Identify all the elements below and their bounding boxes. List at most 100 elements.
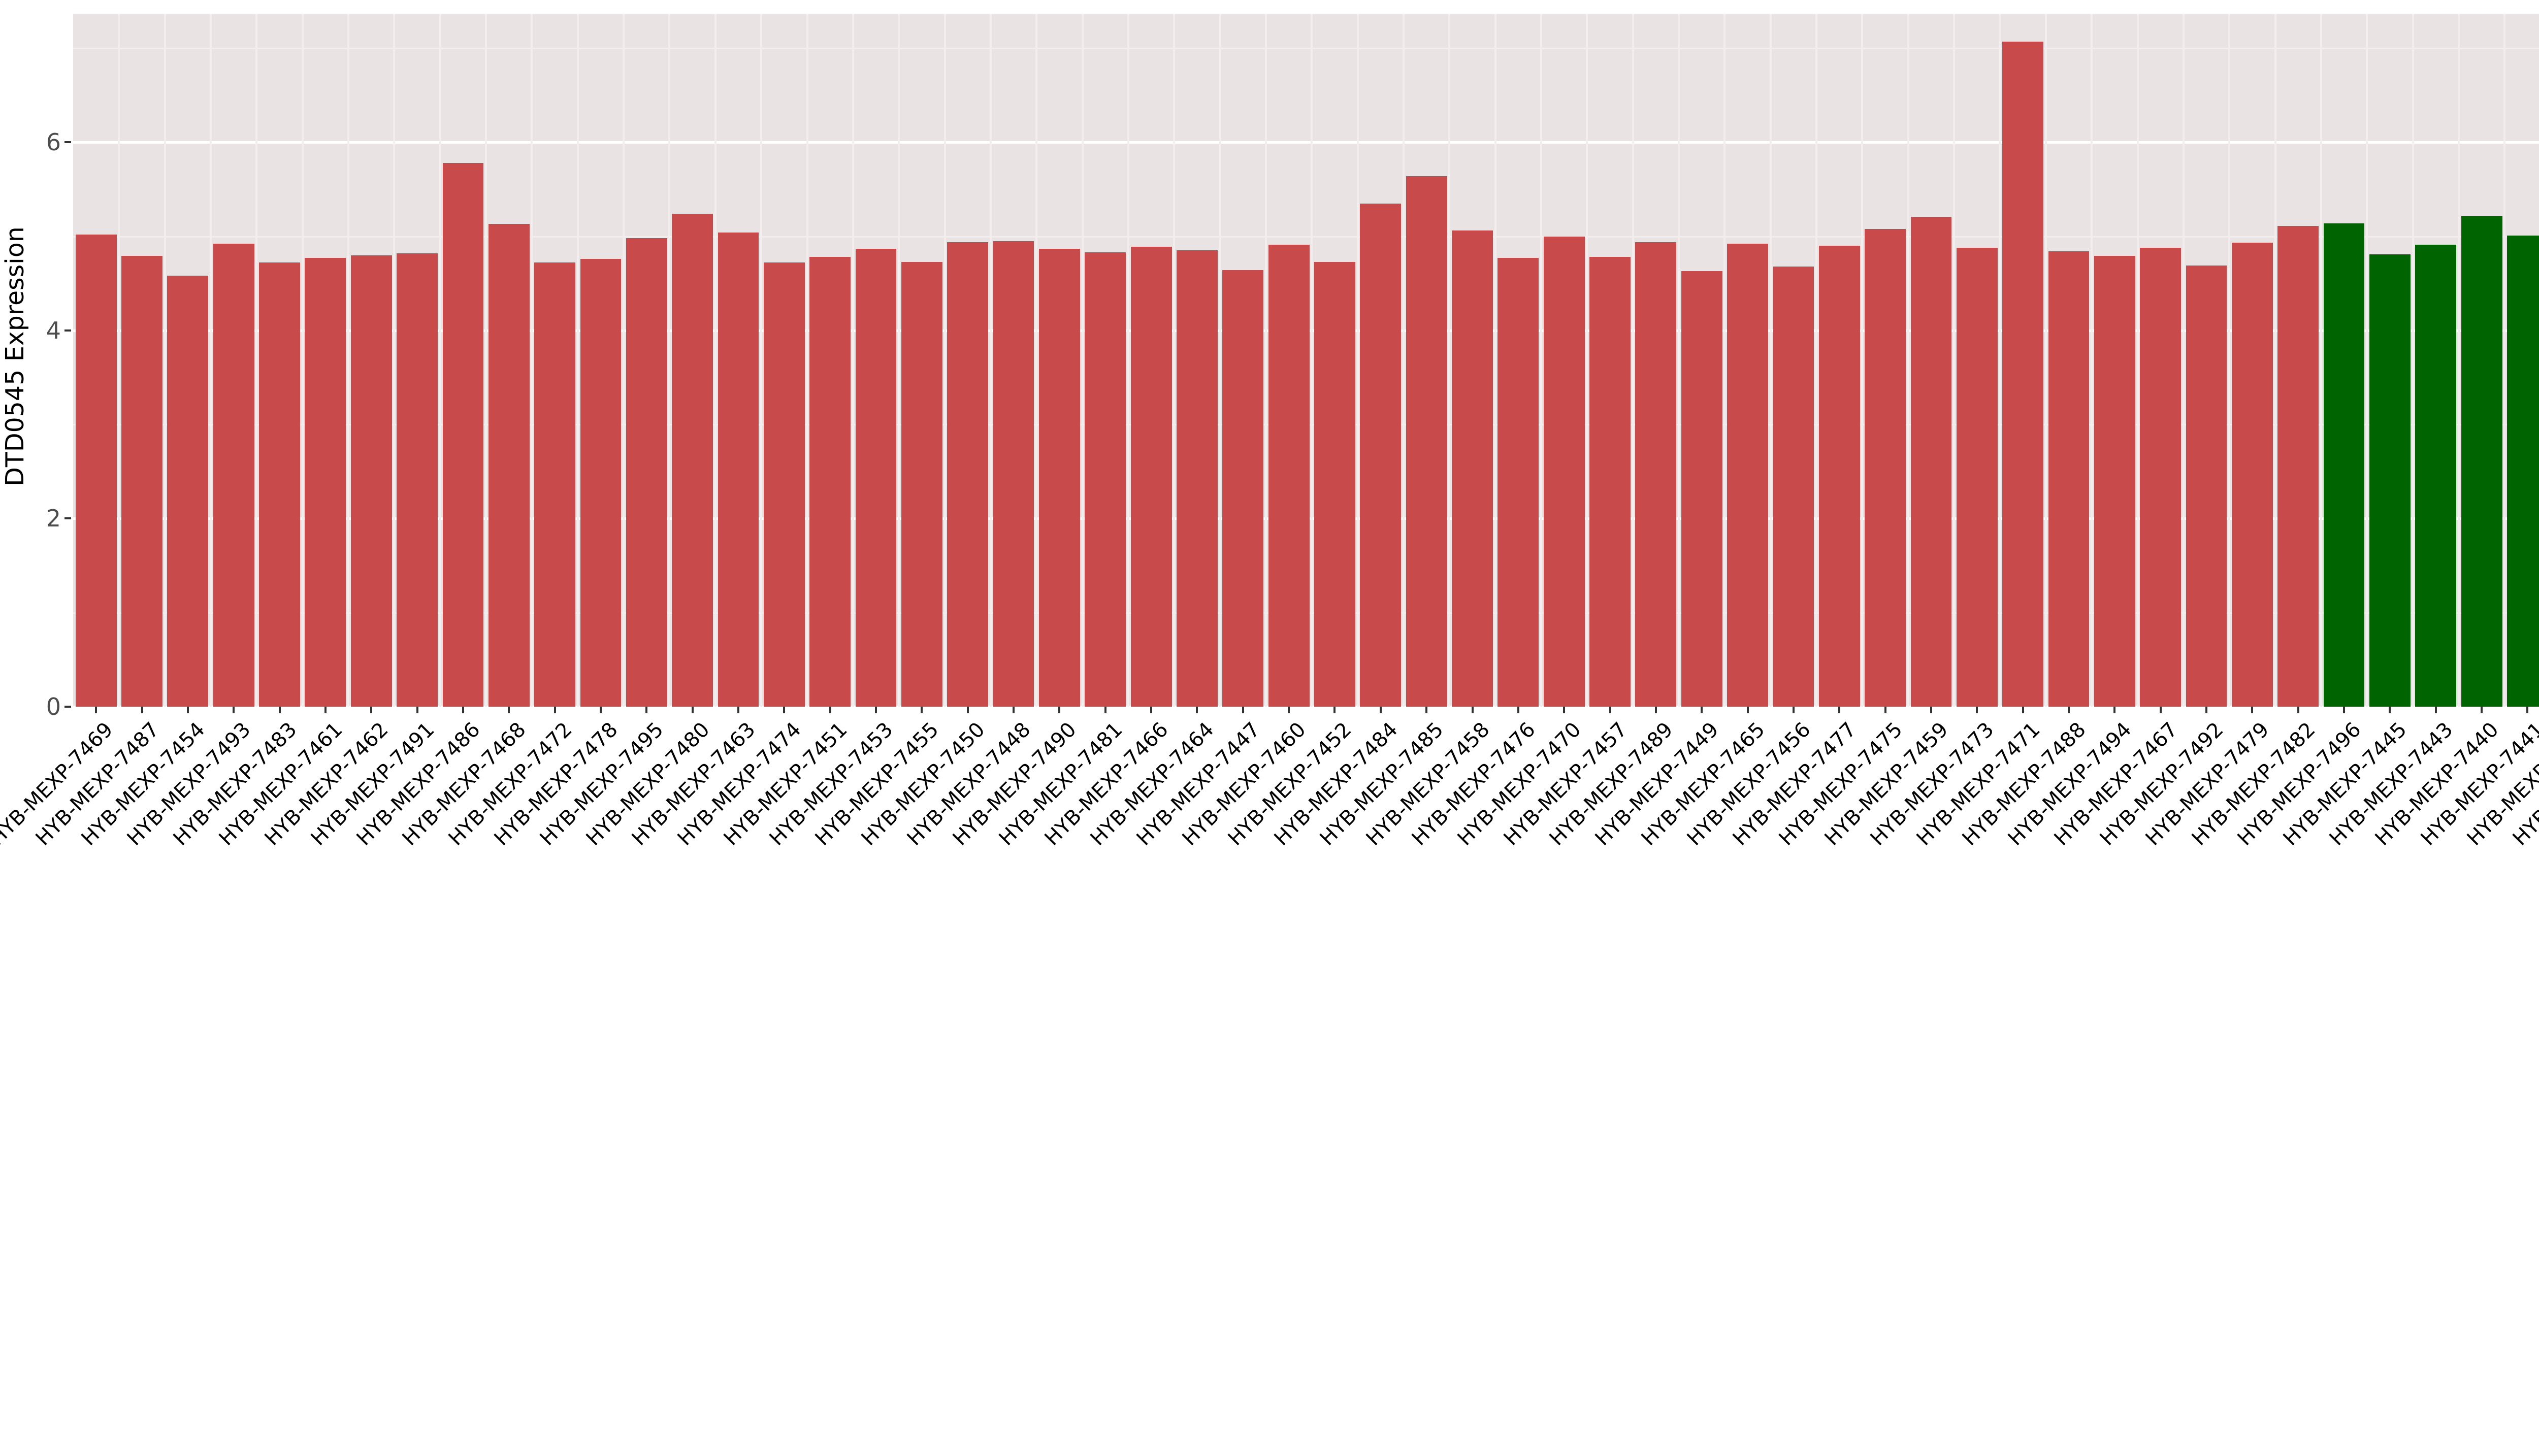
x-tick-mark [783, 707, 786, 713]
gridline-vertical [118, 14, 120, 707]
gridline-minor [73, 47, 2539, 49]
bar[interactable] [2140, 247, 2182, 707]
bar[interactable] [2002, 41, 2044, 707]
bar[interactable] [1956, 247, 1998, 707]
x-tick-mark [1792, 707, 1795, 713]
bar[interactable] [1452, 230, 1493, 707]
bar[interactable] [1681, 271, 1722, 707]
x-tick-mark [1104, 707, 1106, 713]
x-tick-mark [2343, 707, 2346, 713]
bar[interactable] [1589, 257, 1631, 707]
x-tick-mark [1930, 707, 1932, 713]
x-tick-mark [278, 707, 281, 713]
bar[interactable] [2415, 245, 2457, 707]
bar[interactable] [305, 258, 346, 707]
bar[interactable] [855, 248, 897, 707]
bar[interactable] [1085, 252, 1126, 707]
gridline-vertical [255, 14, 258, 707]
bar[interactable] [2369, 254, 2411, 707]
x-tick-mark [2113, 707, 2116, 713]
bar[interactable] [2323, 223, 2365, 707]
bar[interactable] [901, 261, 942, 707]
x-tick-mark [186, 707, 189, 713]
bar[interactable] [167, 276, 209, 707]
bar[interactable] [580, 258, 622, 707]
gridline-vertical [1540, 14, 1543, 707]
gridline-vertical [2228, 14, 2231, 707]
y-axis-title: DTD0545 Expression [0, 226, 29, 486]
x-tick-mark [1563, 707, 1566, 713]
bar[interactable] [1177, 250, 1218, 707]
gridline-vertical [1264, 14, 1267, 707]
gridline-vertical [1999, 14, 2001, 707]
gridline-vertical [439, 14, 441, 707]
bar[interactable] [1406, 176, 1447, 707]
bar[interactable] [947, 242, 989, 707]
bar[interactable] [213, 244, 254, 707]
bar[interactable] [1773, 266, 1814, 707]
x-tick-mark [1058, 707, 1061, 713]
gridline-vertical [1769, 14, 1772, 707]
bar[interactable] [763, 262, 805, 707]
bar[interactable] [1543, 236, 1585, 707]
bar[interactable] [397, 253, 438, 707]
bar[interactable] [2186, 265, 2227, 707]
gridline-vertical [347, 14, 350, 707]
gridline-vertical [760, 14, 763, 707]
x-tick-mark [233, 707, 235, 713]
bar[interactable] [1635, 242, 1677, 707]
bar[interactable] [534, 262, 576, 707]
bar[interactable] [993, 241, 1034, 707]
x-tick-mark [141, 707, 143, 713]
bar[interactable] [1910, 216, 1952, 707]
bar[interactable] [2231, 243, 2273, 707]
bar[interactable] [809, 257, 851, 707]
bar[interactable] [121, 256, 162, 707]
bar[interactable] [2507, 235, 2539, 707]
bar[interactable] [1314, 261, 1355, 707]
bar[interactable] [626, 238, 667, 707]
x-tick-mark [737, 707, 739, 713]
bar[interactable] [2094, 256, 2135, 707]
x-tick-mark [1654, 707, 1657, 713]
bar[interactable] [1498, 258, 1539, 707]
x-tick-mark [1150, 707, 1153, 713]
x-tick-mark [2434, 707, 2437, 713]
gridline-vertical [1907, 14, 1909, 707]
bar[interactable] [1727, 244, 1768, 707]
bar[interactable] [350, 255, 392, 707]
gridline-vertical [1494, 14, 1496, 707]
gridline-vertical [2044, 14, 2047, 707]
x-tick-mark [921, 707, 923, 713]
bar[interactable] [488, 224, 530, 707]
bar[interactable] [1360, 203, 1402, 707]
bar-series [73, 14, 2539, 707]
bar[interactable] [1222, 270, 1264, 707]
gridline-vertical [1953, 14, 1956, 707]
y-tick-mark [64, 517, 71, 520]
bar[interactable] [75, 234, 117, 707]
bar[interactable] [1130, 246, 1172, 707]
x-tick-mark [2159, 707, 2162, 713]
bar[interactable] [2461, 215, 2502, 707]
bar[interactable] [672, 214, 713, 707]
x-tick-mark [324, 707, 327, 713]
x-tick-mark [1838, 707, 1841, 713]
x-tick-mark [1013, 707, 1015, 713]
bar[interactable] [1268, 245, 1310, 707]
gridline-vertical [2136, 14, 2139, 707]
bar[interactable] [718, 233, 759, 707]
bar[interactable] [1038, 248, 1080, 707]
gridline-vertical [623, 14, 625, 707]
bar[interactable] [2277, 226, 2319, 707]
gridline-vertical [2412, 14, 2414, 707]
bar[interactable] [442, 162, 484, 707]
bar[interactable] [2048, 251, 2090, 707]
y-tick-label: 6 [46, 128, 61, 156]
bar[interactable] [1818, 246, 1860, 707]
bar[interactable] [259, 262, 300, 707]
gridline-vertical [2320, 14, 2322, 707]
gridline-vertical [1311, 14, 1313, 707]
bar[interactable] [1865, 228, 1906, 707]
